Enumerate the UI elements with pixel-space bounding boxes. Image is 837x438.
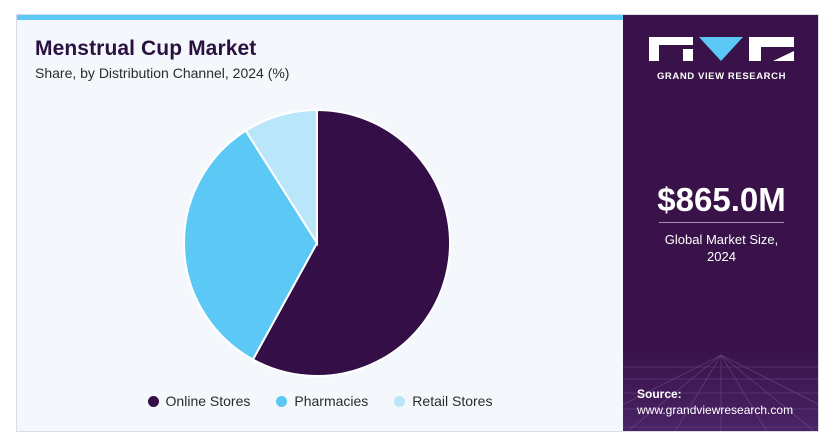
slice-pharmacies bbox=[183, 129, 319, 361]
legend: Online Stores Pharmacies Retail Stores bbox=[17, 393, 623, 409]
legend-swatch bbox=[147, 395, 159, 407]
source-url: www.grandviewresearch.com bbox=[637, 403, 794, 417]
slice-online-stores bbox=[251, 108, 451, 377]
gvr-logo-icon bbox=[649, 37, 794, 61]
legend-item-online-stores: Online Stores bbox=[147, 393, 251, 409]
pie-chart bbox=[183, 108, 451, 377]
market-size-label-line2: 2024 bbox=[707, 249, 736, 264]
chart-card: Menstrual Cup Market Share, by Distribut… bbox=[16, 14, 819, 432]
market-size-label: Global Market Size, 2024 bbox=[623, 231, 818, 265]
legend-item-retail-stores: Retail Stores bbox=[394, 393, 492, 409]
legend-label: Retail Stores bbox=[412, 393, 493, 409]
market-size-label-line1: Global Market Size, bbox=[664, 232, 779, 247]
chart-panel: Menstrual Cup Market Share, by Distribut… bbox=[17, 15, 623, 431]
source-label: Source: bbox=[637, 387, 682, 401]
stat-divider bbox=[659, 222, 784, 223]
chart-subtitle: Share, by Distribution Channel, 2024 (%) bbox=[35, 65, 290, 81]
legend-swatch bbox=[276, 395, 288, 407]
sidebar: GRAND VIEW RESEARCH $865.0M Global Marke… bbox=[623, 15, 818, 431]
perspective-grid-decoration bbox=[623, 345, 818, 431]
chart-title: Menstrual Cup Market bbox=[35, 37, 257, 60]
legend-label: Online Stores bbox=[165, 393, 251, 409]
legend-label: Pharmacies bbox=[294, 393, 369, 409]
accent-bar bbox=[17, 15, 623, 20]
legend-item-pharmacies: Pharmacies bbox=[276, 393, 368, 409]
legend-swatch bbox=[394, 395, 406, 407]
slice-retail-stores bbox=[244, 108, 318, 247]
brand-name: GRAND VIEW RESEARCH bbox=[656, 71, 787, 82]
market-size-value: $865.0M bbox=[657, 181, 786, 218]
